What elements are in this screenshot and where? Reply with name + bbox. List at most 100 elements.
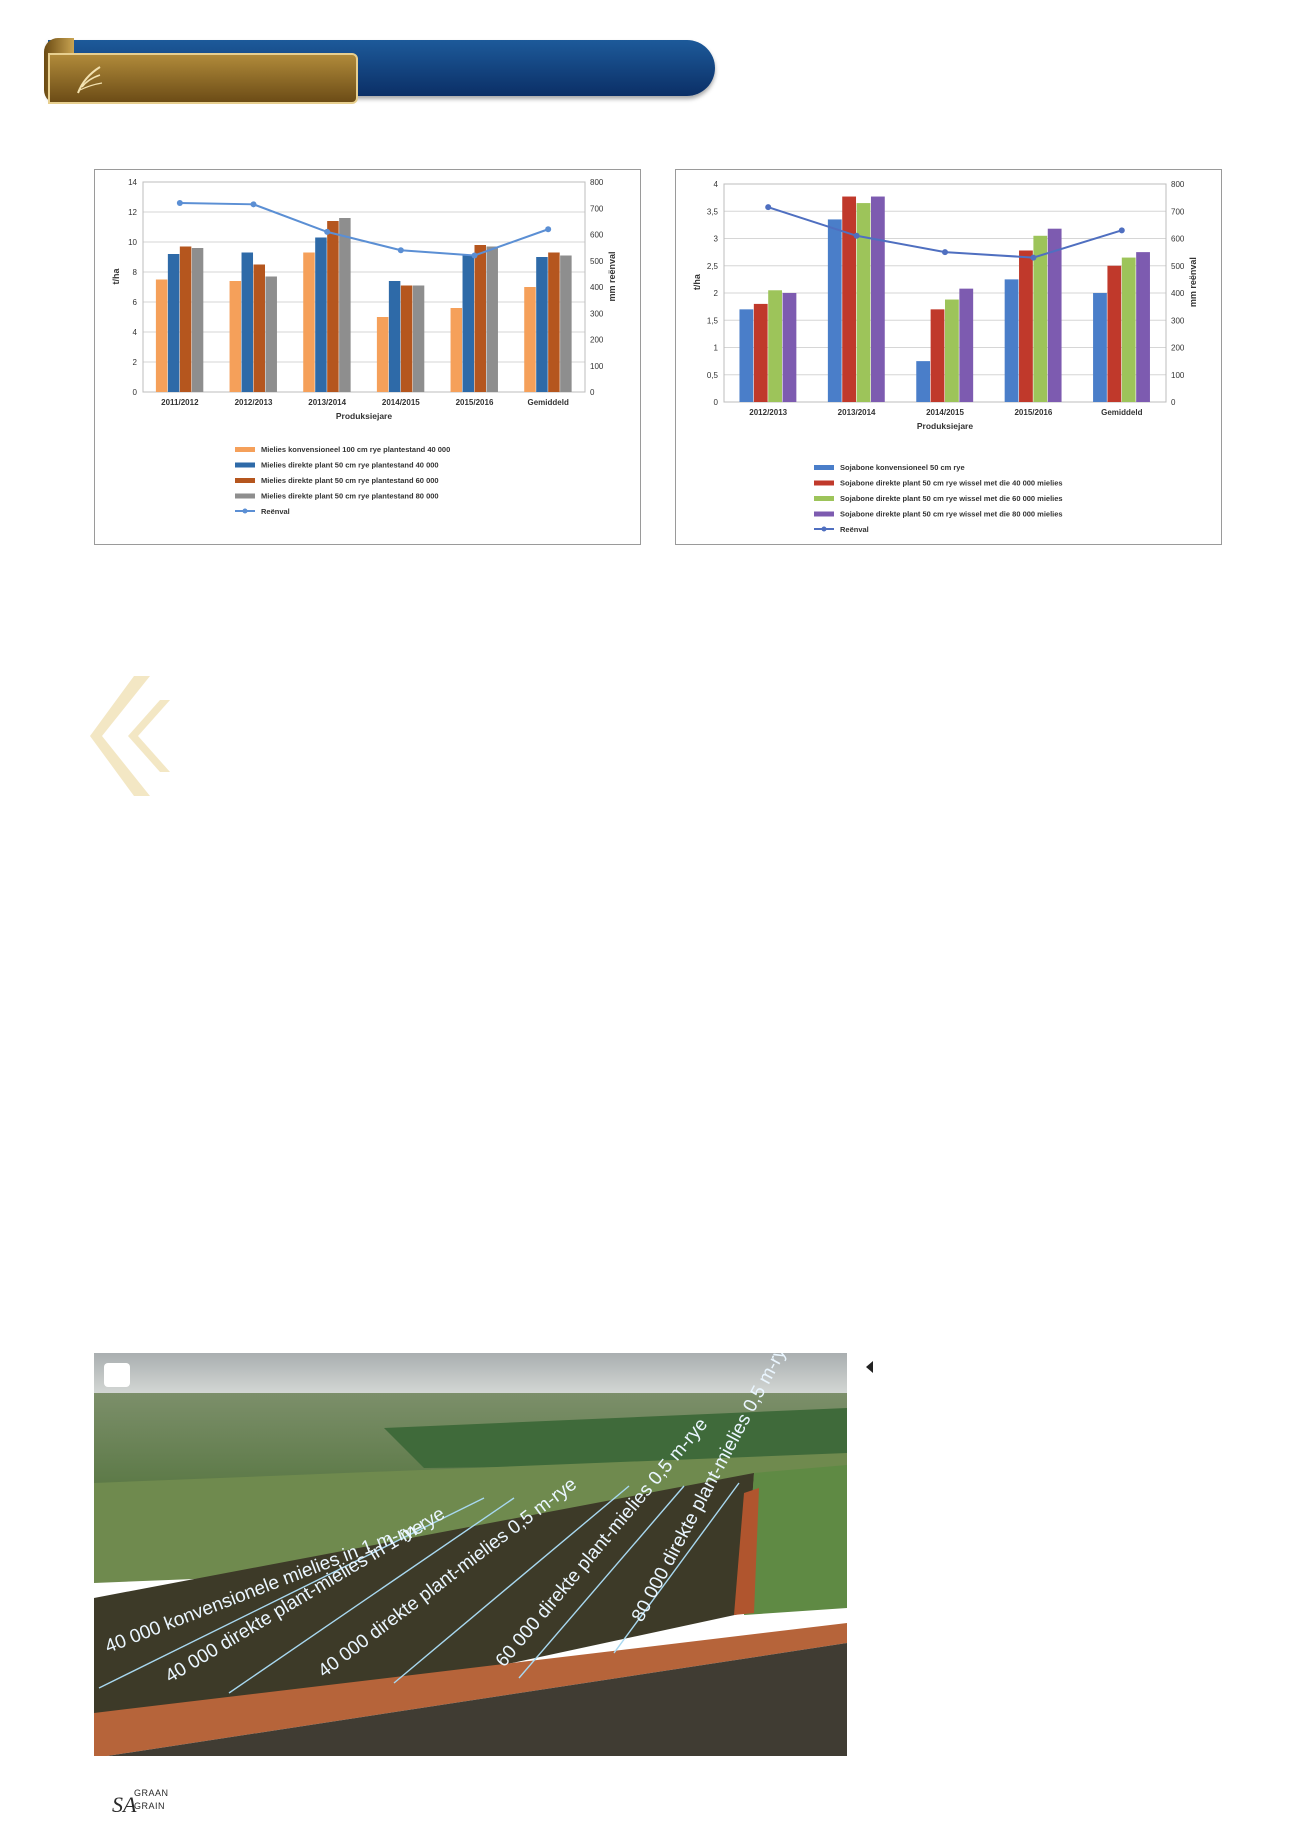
photo-badge	[104, 1363, 130, 1387]
x-tick-label: 2014/2015	[926, 408, 964, 417]
bar	[842, 196, 857, 402]
bar	[768, 290, 782, 402]
bar	[450, 308, 463, 392]
header-gold-tab	[48, 53, 358, 104]
legend-entry: Mielies direkte plant 50 cm rye plantest…	[261, 461, 439, 470]
bar	[560, 255, 572, 392]
rainfall-point	[324, 228, 331, 235]
y-tick-label: 0,5	[707, 371, 719, 380]
y2-tick-label: 500	[590, 257, 604, 266]
legend-entry: Mielies direkte plant 50 cm rye plantest…	[261, 492, 439, 501]
rainfall-point	[545, 226, 552, 233]
legend-swatch	[235, 478, 255, 483]
grain-logo-icon	[77, 66, 103, 94]
field-photo-svg: 40 000 konvensionele mielies in 1 m-rye …	[94, 1353, 847, 1756]
legend-swatch	[814, 465, 834, 470]
rainfall-point	[176, 200, 183, 206]
bar	[1107, 265, 1122, 402]
bar	[1093, 293, 1107, 402]
x-axis-label: Produksiejare	[336, 411, 392, 421]
bar	[827, 219, 842, 402]
bar	[916, 361, 931, 402]
legend-line-marker	[242, 508, 248, 514]
y2-tick-label: 300	[590, 309, 604, 318]
bar	[462, 255, 475, 392]
caption-arrow-icon	[866, 1361, 873, 1373]
x-tick-label: 2012/2013	[235, 398, 273, 407]
y2-tick-label: 300	[1171, 316, 1185, 325]
y-tick-label: 6	[133, 298, 138, 307]
rainfall-line	[179, 202, 549, 257]
y-tick-label: 4	[133, 328, 138, 337]
legend-swatch	[814, 480, 834, 486]
x-tick-label: Gemiddeld	[1101, 408, 1142, 417]
y-tick-label: 2,5	[707, 262, 719, 271]
chart-soybean-svg: 0 0,5 1 1,5 2 2,5 3 3,5 4 0 100 200 300 400 500 600 700 8…	[692, 180, 1198, 534]
rainfall-point	[397, 247, 404, 254]
y-tick-label: 10	[128, 238, 137, 247]
bar	[339, 218, 351, 392]
x-tick-label: 2014/2015	[382, 398, 420, 407]
x-axis-label: Produksiejare	[917, 421, 973, 431]
y-tick-label: 12	[128, 208, 137, 217]
bar	[1004, 279, 1019, 402]
rainfall-point	[471, 252, 478, 259]
plot-area	[142, 181, 586, 393]
legend-entry: Sojabone konvensioneel 50 cm rye	[840, 463, 965, 472]
chart-soybean-yield: 0 0,5 1 1,5 2 2,5 3 3,5 4 0 100 200 300 400 500 600 700 8…	[675, 169, 1222, 545]
bar	[388, 281, 401, 392]
y2-tick-label: 600	[1171, 235, 1185, 244]
bar	[191, 248, 204, 392]
legend-entry: Sojabone direkte plant 50 cm rye wissel …	[840, 510, 1063, 519]
bar	[167, 254, 180, 392]
y-tick-label: 0	[714, 398, 719, 407]
legend-entry: Sojabone direkte plant 50 cm rye wissel …	[840, 494, 1063, 503]
bar	[179, 246, 192, 392]
bar	[959, 288, 974, 402]
rainfall-point	[250, 201, 257, 208]
x-tick-label: 2011/2012	[161, 398, 199, 407]
y2-tick-label: 700	[1171, 207, 1185, 216]
y-tick-label: 14	[128, 178, 137, 187]
logo-graan: GRAAN	[134, 1788, 169, 1798]
y2-tick-label: 0	[1171, 398, 1176, 407]
bar	[1136, 252, 1150, 402]
y2-tick-label: 200	[590, 336, 604, 345]
bar	[474, 245, 486, 392]
legend-entry: Mielies konvensioneel 100 cm rye plantes…	[261, 445, 450, 454]
bar	[412, 285, 425, 392]
bar	[1019, 250, 1033, 402]
y2-tick-label: 600	[590, 231, 604, 240]
rainfall-point	[765, 204, 772, 211]
legend-entry: Sojabone direkte plant 50 cm rye wissel …	[840, 479, 1063, 488]
y2-tick-label: 500	[1171, 262, 1185, 271]
rainfall-point	[942, 249, 948, 256]
bar	[315, 237, 327, 392]
chart-maize-svg: 0 2 4 6 8 10 12 14 0 100 200 300 400 500 600 700 800 t/ha…	[111, 178, 617, 516]
y2-tick-label: 800	[590, 178, 604, 187]
bar	[253, 264, 265, 392]
rainfall-point	[1030, 254, 1037, 261]
y-tick-label: 4	[714, 180, 719, 189]
bar	[327, 221, 339, 392]
y2-tick-label: 800	[1171, 180, 1185, 189]
y2-tick-label: 400	[1171, 289, 1185, 298]
y2-tick-label: 400	[590, 283, 604, 292]
legend-swatch	[814, 496, 834, 501]
bar	[548, 252, 560, 392]
y-tick-label: 1	[714, 344, 719, 353]
bar	[1033, 235, 1048, 402]
field-trial-photo: 40 000 konvensionele mielies in 1 m-rye …	[94, 1353, 847, 1756]
bar	[856, 203, 871, 402]
bar	[241, 252, 254, 392]
legend-swatch	[235, 462, 255, 468]
y2-axis-label: mm reënval	[607, 251, 617, 301]
x-tick-label: Gemiddeld	[527, 398, 568, 407]
y-axis-label: t/ha	[692, 273, 702, 290]
legend-entry: Reënval	[261, 507, 290, 516]
y2-tick-label: 100	[590, 362, 604, 371]
x-tick-label: 2015/2016	[456, 398, 494, 407]
y-tick-label: 1,5	[707, 316, 719, 325]
y2-tick-label: 200	[1171, 344, 1185, 353]
bar	[945, 299, 959, 402]
